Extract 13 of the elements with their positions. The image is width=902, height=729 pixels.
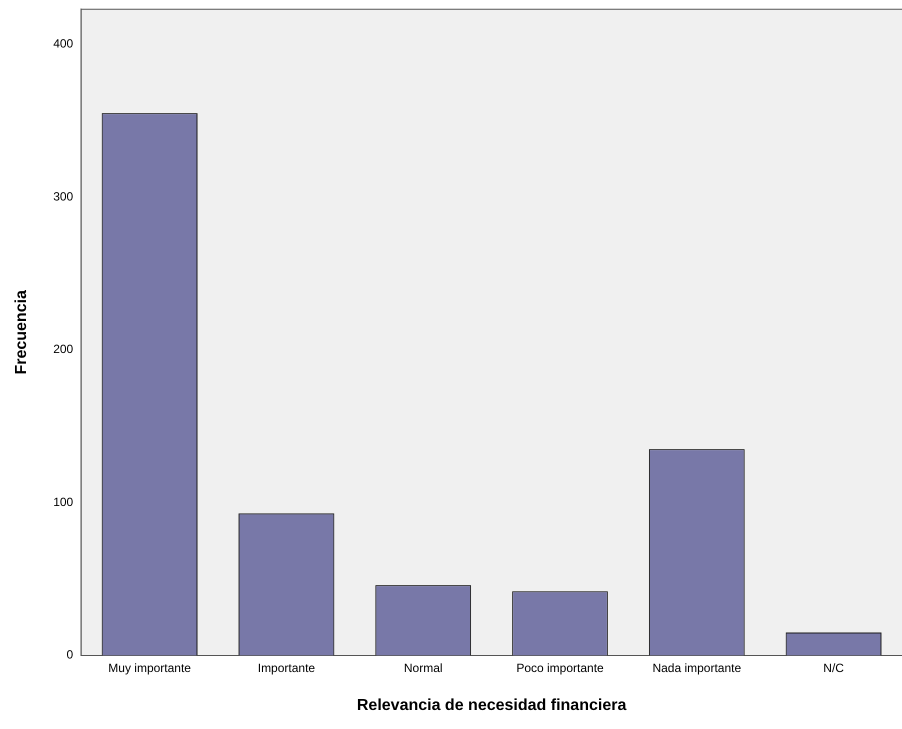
x-tick-label: N/C [823,660,844,675]
y-axis-title: Frecuencia [13,290,30,375]
x-axis-title: Relevancia de necesidad financiera [356,696,626,714]
y-tick-label: 300 [53,189,74,204]
x-tick-label: Muy importante [108,660,192,675]
x-tick-label: Importante [258,660,316,675]
x-tick-label: Normal [404,660,443,675]
y-tick-label: 100 [53,494,74,509]
x-tick-label: Poco importante [516,660,604,675]
x-tick-label: Nada importante [652,660,742,675]
y-tick-label: 200 [53,342,74,356]
y-tick-label: 400 [53,36,74,51]
y-tick-label: 0 [66,648,74,662]
